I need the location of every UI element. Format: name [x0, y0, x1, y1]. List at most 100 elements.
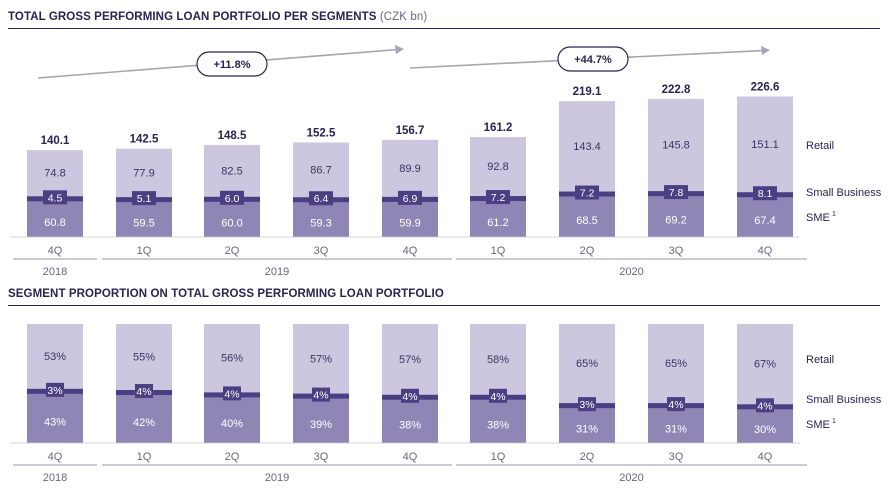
quarter-label: 4Q — [48, 451, 63, 463]
sme-label: 31% — [576, 424, 598, 436]
year-label: 2019 — [265, 266, 289, 278]
growth-label: +44.7% — [574, 54, 612, 66]
year-label: 2018 — [43, 472, 67, 484]
retail-label: 143.4 — [573, 141, 601, 153]
small-business-label: 3% — [579, 399, 594, 411]
retail-label: 65% — [665, 358, 687, 370]
retail-label: 151.1 — [751, 139, 779, 151]
growth-badge — [196, 51, 268, 77]
year-label: 2020 — [619, 266, 643, 278]
quarter-label: 2Q — [225, 245, 240, 257]
chart-1-title: TOTAL GROSS PERFORMING LOAN PORTFOLIO PE… — [8, 11, 427, 23]
small-business-badge — [756, 398, 774, 413]
sme-bar — [204, 199, 260, 237]
sme-bar — [116, 200, 172, 237]
retail-label: 92.8 — [487, 161, 508, 173]
retail-label: 53% — [44, 351, 66, 363]
retail-label: 65% — [576, 358, 598, 370]
sme-label: 60.0 — [221, 217, 242, 229]
sme-label: 43% — [44, 416, 66, 428]
sme-bar — [382, 199, 438, 237]
small-business-badge — [309, 191, 333, 206]
growth-arrow-head — [761, 46, 770, 55]
sme-label: 69.2 — [665, 215, 686, 227]
small-business-badge — [664, 185, 688, 200]
total-label: 156.7 — [396, 125, 425, 137]
small-business-label: 4% — [668, 399, 683, 411]
sme-label: 39% — [310, 419, 332, 431]
small-business-label: 4% — [224, 388, 239, 400]
total-label: 226.6 — [751, 82, 780, 94]
sme-label: 42% — [133, 417, 155, 429]
sme-label: 38% — [399, 419, 421, 431]
sme-label: 38% — [487, 419, 509, 431]
small-business-label: 4% — [757, 400, 772, 412]
small-business-label: 3% — [47, 385, 62, 397]
retail-label: 89.9 — [399, 163, 420, 175]
small-business-label: 6.9 — [403, 193, 418, 205]
legend-sme: SME — [806, 419, 830, 431]
chart-1-title-text: TOTAL GROSS PERFORMING LOAN PORTFOLIO PE… — [8, 11, 377, 23]
small-business-badge — [486, 190, 510, 205]
sme-bar — [737, 407, 793, 443]
quarter-label: 1Q — [491, 451, 506, 463]
retail-label: 67% — [754, 359, 776, 371]
retail-label: 56% — [221, 353, 243, 365]
small-business-label: 7.2 — [491, 192, 506, 204]
chart-2-title: SEGMENT PROPORTION ON TOTAL GROSS PERFOR… — [8, 288, 444, 300]
sme-bar — [559, 406, 615, 443]
total-label: 148.5 — [218, 130, 247, 142]
quarter-label: 3Q — [669, 451, 684, 463]
small-business-badge — [753, 186, 777, 201]
year-label: 2018 — [43, 266, 67, 278]
sme-label: 59.9 — [399, 217, 420, 229]
small-business-label: 4% — [313, 390, 328, 402]
growth-label: +11.8% — [213, 59, 250, 71]
retail-label: 57% — [310, 353, 332, 365]
small-business-label: 4% — [136, 386, 151, 398]
quarter-label: 1Q — [137, 245, 152, 257]
sme-label: 30% — [754, 424, 776, 436]
retail-label: 55% — [133, 352, 155, 364]
sme-bar — [382, 397, 438, 443]
small-business-badge — [489, 388, 507, 403]
small-business-label: 7.2 — [580, 188, 595, 200]
small-business-badge — [46, 382, 64, 397]
legend-small-business: Small Business — [806, 394, 882, 406]
total-label: 219.1 — [573, 86, 602, 98]
small-business-label: 6.4 — [314, 193, 329, 205]
sme-label: 68.5 — [576, 215, 597, 227]
small-business-badge — [220, 190, 244, 205]
sme-bar — [470, 397, 526, 443]
sme-bar — [27, 391, 83, 443]
year-label: 2020 — [619, 472, 643, 484]
chart-1-title-rule — [8, 28, 880, 29]
small-business-label: 4% — [402, 391, 417, 403]
sme-label: 67.4 — [754, 215, 775, 227]
small-business-badge — [398, 190, 422, 205]
small-business-label: 4.5 — [48, 192, 63, 204]
retail-label: 86.7 — [310, 164, 331, 176]
legend-sme: SME — [806, 212, 830, 224]
sme-bar — [116, 393, 172, 443]
small-business-label: 6.0 — [225, 193, 240, 205]
total-label: 161.2 — [484, 122, 513, 134]
sme-bar — [27, 199, 83, 237]
small-business-badge — [43, 190, 67, 205]
total-label: 152.5 — [307, 127, 336, 139]
retail-label: 58% — [487, 354, 509, 366]
quarter-label: 4Q — [403, 451, 418, 463]
year-label: 2019 — [265, 472, 289, 484]
quarter-label: 2Q — [225, 451, 240, 463]
quarter-label: 2Q — [580, 451, 595, 463]
chart-2-title-text: SEGMENT PROPORTION ON TOTAL GROSS PERFOR… — [8, 288, 444, 300]
legend-sme-superscript: 1 — [832, 211, 836, 218]
small-business-badge — [401, 388, 419, 403]
small-business-label: 7.8 — [669, 187, 684, 199]
sme-bar — [648, 194, 704, 237]
sme-bar — [293, 200, 349, 237]
legend-retail: Retail — [806, 140, 834, 152]
growth-arrow-head — [395, 45, 404, 54]
quarter-label: 4Q — [758, 451, 773, 463]
